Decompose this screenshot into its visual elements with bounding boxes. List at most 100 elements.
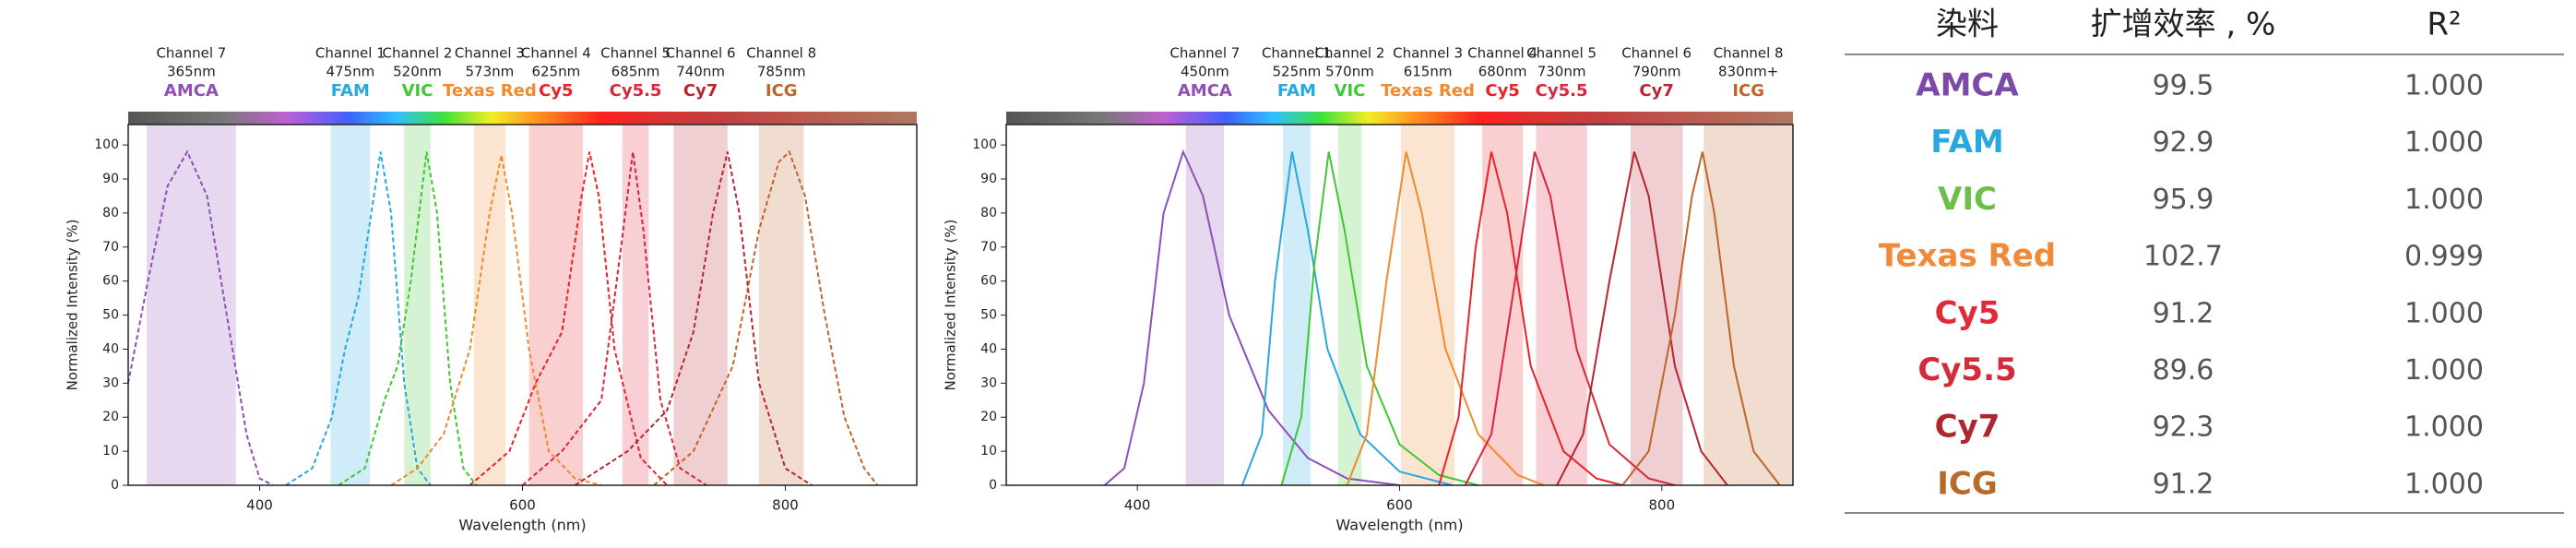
channel-label: Channel 6 [666,45,736,62]
dye-label: Cy5 [1485,81,1519,101]
spectrum-line [285,151,432,486]
filter-band [1482,125,1524,485]
wavelength-label: 740nm [676,64,725,80]
y-tick-label: 80 [980,206,997,220]
channel-label: Channel 7 [1169,45,1240,62]
y-tick-label: 0 [989,478,997,493]
r2-cell: 1.000 [2404,70,2484,102]
wavelength-label: 570nm [1325,64,1374,80]
filter-band [330,125,371,485]
dye-label: Cy5.5 [610,81,662,101]
efficiency-cell: 91.2 [2153,468,2214,500]
x-tick-label: 600 [509,497,536,514]
wavelength-label: 573nm [466,64,515,80]
wavelength-label: 680nm [1478,64,1527,80]
wavelength-label: 525nm [1273,64,1322,80]
y-tick-label: 70 [102,240,119,255]
filter-band [1400,125,1455,485]
dye-cell: AMCA [1916,67,2019,104]
wavelength-label: 450nm [1181,64,1229,80]
spectrum-line [1346,151,1545,486]
spectrum-line [1103,149,1400,486]
dye-label: Cy5 [539,81,573,101]
y-tick-label: 100 [972,137,997,152]
wavelength-label: 685nm [611,64,660,80]
table-header: 染料 [1936,6,1999,43]
r2-cell: 0.999 [2404,241,2484,273]
wavelength-label: 615nm [1404,64,1453,80]
spectrum-line [574,151,813,486]
dye-cell: Texas Red [1879,238,2056,275]
filter-band [404,125,431,485]
y-tick-label: 40 [102,341,119,356]
channel-label: Channel 8 [1714,45,1784,62]
dye-label: FAM [331,81,370,101]
channel-label: Channel 4 [521,45,591,62]
spectrum-line [1621,151,1781,486]
channel-label: Channel 7 [156,45,226,62]
dye-cell: Cy5 [1935,294,2000,331]
y-tick-label: 30 [102,375,119,390]
dye-label: AMCA [1178,81,1232,101]
spectrum-line [1438,151,1623,486]
wavelength-label: 520nm [393,64,442,80]
r2-cell: 1.000 [2404,354,2484,387]
x-axis-title: Wavelength (nm) [1335,517,1463,534]
y-tick-label: 10 [102,444,119,459]
filter-band [1630,125,1683,485]
filter-band [759,125,804,485]
y-tick-label: 50 [102,308,119,323]
dye-label: ICG [766,81,798,101]
spectrum-bar [128,112,917,125]
spectrum-line [390,154,602,486]
y-tick-label: 20 [980,410,997,424]
channel-label: Channel 4 [1467,45,1537,62]
channel-label: Channel 2 [1315,45,1385,62]
dye-label: Cy5.5 [1536,81,1588,101]
dye-label: Texas Red [1381,81,1475,101]
y-tick-label: 90 [102,172,119,186]
filter-band [1337,125,1362,485]
y-tick-label: 20 [102,410,119,424]
x-tick-label: 400 [1124,497,1151,514]
y-tick-label: 80 [102,206,119,220]
dye-cell: FAM [1930,124,2003,161]
r2-cell: 1.000 [2404,468,2484,500]
efficiency-cell: 89.6 [2153,354,2214,387]
y-tick-label: 50 [980,308,997,323]
dye-label: Cy7 [683,81,718,101]
x-tick-label: 600 [1386,497,1413,514]
y-tick-label: 60 [102,274,119,289]
spectrum-line [469,151,669,486]
wavelength-label: 475nm [326,64,374,80]
y-tick-label: 0 [111,478,119,493]
x-tick-label: 800 [772,497,799,514]
dye-label: Cy7 [1639,81,1673,101]
wavelength-label: 730nm [1537,64,1586,80]
dye-label: ICG [1732,81,1764,101]
dye-label: AMCA [164,81,219,101]
dye-label: VIC [402,81,433,101]
wavelength-label: 790nm [1632,64,1681,80]
x-tick-label: 800 [1649,497,1676,514]
filter-band [622,125,649,485]
channel-label: Channel 1 [315,45,386,62]
spectrum-line [1556,151,1728,486]
x-tick-label: 400 [246,497,273,514]
table-header: R² [2427,6,2461,43]
spectrum-line [653,149,879,486]
wavelength-label: 625nm [531,64,580,80]
wavelength-label: 830nm+ [1718,64,1778,80]
r2-cell: 1.000 [2404,184,2484,216]
table-header: 扩增效率 , % [2091,6,2276,43]
filter-band [146,125,236,485]
efficiency-cell: 95.9 [2153,184,2214,216]
dye-cell: Cy7 [1935,409,2000,446]
channel-label: Channel 2 [383,45,453,62]
dye-label: VIC [1335,81,1366,101]
r2-cell: 1.000 [2404,126,2484,159]
spectrum-line [127,149,274,486]
efficiency-cell: 92.9 [2153,126,2214,159]
filter-band [1536,125,1587,485]
